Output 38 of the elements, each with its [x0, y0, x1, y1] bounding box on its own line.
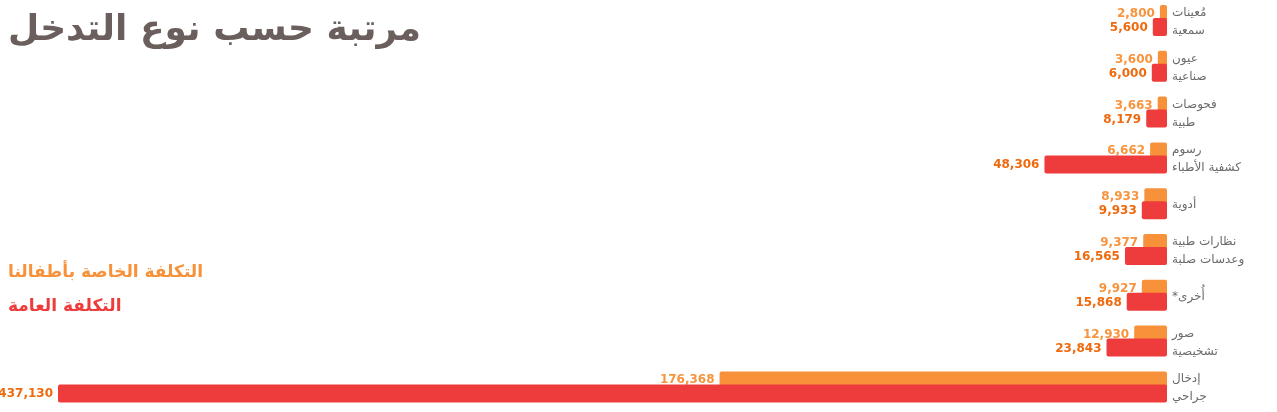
chart-title: مرتبة حسب نوع التدخل	[8, 7, 422, 49]
bar	[1141, 201, 1167, 220]
y-tick-label: عيون صناعية	[1172, 50, 1207, 83]
bar	[1151, 63, 1167, 82]
bar	[58, 384, 1167, 403]
data-label: 3,663	[1114, 97, 1153, 112]
y-tick-label: إدخال جراحي	[1172, 371, 1207, 405]
data-label: 5,600	[1109, 20, 1148, 34]
bar	[1152, 18, 1167, 36]
data-label: 6,000	[1108, 65, 1147, 80]
data-label: 6,662	[1107, 143, 1146, 158]
y-tick-label: أُخرى*	[1172, 283, 1206, 304]
data-label: 8,179	[1103, 111, 1142, 126]
data-label: 3,600	[1114, 51, 1153, 66]
text: التكلفة الخاصة بأطفالنا	[8, 260, 204, 281]
text: التكلفة العامة	[8, 295, 122, 315]
bar	[1106, 338, 1167, 357]
y-tick-label: نظارات طبية وعدسات صلبة	[1172, 234, 1245, 267]
data-label: 23,843	[1055, 340, 1102, 355]
y-tick-label: مُعينات سمعية	[1172, 5, 1207, 37]
bar	[1146, 109, 1167, 128]
data-label: 176,368	[659, 372, 715, 387]
data-label: 16,565	[1073, 249, 1120, 263]
data-label: 9,927	[1098, 280, 1137, 295]
data-label: 48,306	[993, 157, 1040, 172]
data-label: 9,377	[1100, 235, 1139, 249]
data-label: 9,933	[1098, 203, 1137, 218]
y-tick-label: أدوية	[1172, 196, 1197, 213]
bar	[1126, 292, 1167, 311]
data-label: 2,800	[1116, 6, 1155, 20]
y-tick-label: فحوصات طبية	[1172, 96, 1217, 129]
bar	[1044, 155, 1167, 174]
y-tick-label: صور تشخيصية	[1171, 325, 1218, 358]
bar	[1124, 247, 1167, 265]
data-label: 12,930	[1082, 326, 1130, 341]
y-tick-label: رسوم كشفية الأطباء	[1172, 142, 1242, 175]
data-label: 8,933	[1101, 189, 1140, 204]
data-label: 15,868	[1075, 294, 1122, 309]
